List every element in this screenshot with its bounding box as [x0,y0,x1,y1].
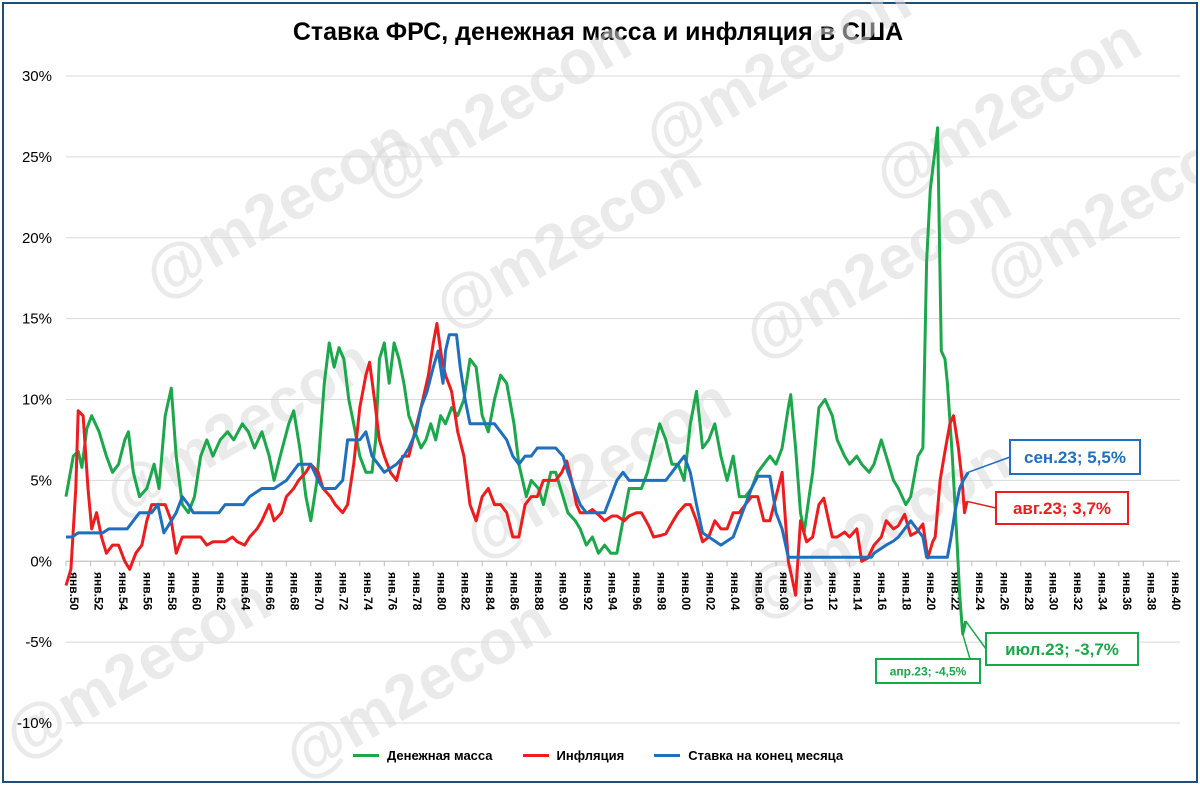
x-tick-label: янв.54 [116,572,130,611]
x-tick-label: янв.66 [263,572,277,611]
annotation-fed-rate-leader [967,456,1011,473]
legend-swatch-money-supply [352,754,379,757]
x-tick-label: янв.56 [140,572,154,611]
x-tick-label: янв.04 [728,572,742,611]
legend-swatch-inflation [522,754,549,757]
x-tick-label: янв.36 [1120,572,1134,611]
y-tick-label: 20% [22,230,52,247]
x-tick-label: янв.94 [606,572,620,611]
x-tick-label: янв.80 [434,572,448,611]
legend-item-fed-rate: Ставка на конец месяца [654,748,843,763]
watermark-text: @m2econ [93,325,383,532]
annotation-money-supply-apr-box [875,658,981,684]
x-tick-label: янв.40 [1169,572,1183,611]
x-tick-label: янв.18 [899,572,913,611]
y-axis: -10% -5% 0% 5% 10% 15% 20% 25% 30% [17,68,52,732]
inflation-line [64,322,969,597]
legend-item-money-supply: Денежная масса [352,748,493,763]
annotation-money-supply-jul-box [985,632,1139,666]
x-tick-label: янв.58 [165,572,179,611]
legend: Денежная масса Инфляция Ставка на конец … [0,748,1196,763]
x-tick-label: янв.96 [630,572,644,611]
x-axis: янв.50 янв.52 янв.54 янв.56 янв.58 янв.60 янв.… [65,561,1183,611]
x-tick-label: янв.02 [704,572,718,611]
annotation-money-supply-apr-leader [961,633,971,660]
x-tick-label: янв.00 [679,572,693,611]
x-tick-label: янв.62 [214,572,228,611]
x-tick-label: янв.30 [1046,572,1060,611]
x-tick-label: янв.28 [1022,572,1036,611]
x-tick-label: янв.70 [312,572,326,611]
x-tick-label: янв.68 [287,572,301,611]
y-tick-label: -10% [17,715,52,732]
y-tick-label: 30% [22,68,52,85]
x-tick-label: янв.64 [238,572,252,611]
x-tick-label: янв.82 [459,572,473,611]
x-tick-label: янв.98 [655,572,669,611]
y-tick-label: 10% [22,392,52,409]
x-tick-label: янв.16 [875,572,889,611]
y-tick-label: 0% [30,553,52,570]
x-tick-label: янв.10 [802,572,816,611]
x-tick-label: янв.20 [924,572,938,611]
x-tick-label: янв.90 [557,572,571,611]
x-tick-label: янв.08 [777,572,791,611]
fed-rate-line [66,333,970,559]
annotation-money-supply-jul-leader [965,620,987,650]
watermark-text: @m2econ [733,165,1023,372]
x-tick-label: янв.52 [91,572,105,611]
legend-item-inflation: Инфляция [522,748,625,763]
money-supply-line [64,126,968,636]
y-tick-label: -5% [25,634,52,651]
x-tick-label: янв.60 [189,572,203,611]
y-tick-label: 5% [30,472,52,489]
x-tick-label: янв.06 [753,572,767,611]
legend-swatch-fed-rate [654,754,681,757]
series-layer [64,126,970,636]
x-tick-label: янв.24 [973,572,987,611]
x-tick-label: янв.14 [850,572,864,611]
x-tick-label: янв.32 [1071,572,1085,611]
x-tick-label: янв.34 [1095,572,1109,611]
annotation-money-supply-jul: июл.23; -3,7% [1005,640,1119,659]
x-tick-label: янв.72 [336,572,350,611]
y-tick-label: 15% [22,311,52,328]
x-tick-label: янв.38 [1144,572,1158,611]
annotation-fed-rate-box [1009,439,1141,475]
x-tick-label: янв.74 [361,572,375,611]
legend-label-inflation: Инфляция [556,748,625,763]
annotation-money-supply-apr: апр.23; -4,5% [890,664,967,678]
annotation-inflation: авг.23; 3,7% [1013,499,1111,518]
annotation-inflation-box [995,491,1129,525]
x-tick-label: янв.50 [67,572,81,611]
legend-label-fed-rate: Ставка на конец месяца [688,748,844,763]
x-tick-label: янв.76 [385,572,399,611]
x-tick-label: янв.78 [410,572,424,611]
x-tick-label: янв.26 [997,572,1011,611]
annotation-fed-rate: сен.23; 5,5% [1024,448,1126,467]
annotation-inflation-leader [966,500,997,509]
x-tick-label: янв.88 [532,572,546,611]
y-tick-label: 25% [22,149,52,166]
chart-title: Ставка ФРС, денежная масса и инфляция в … [292,18,904,46]
annotation-layer: сен.23; 5,5% авг.23; 3,7% июл.23; -3,7% апр… [875,439,1141,684]
x-tick-label: янв.84 [483,572,497,611]
legend-label-money-supply: Денежная масса [386,748,493,763]
x-tick-label: янв.92 [581,572,595,611]
x-tick-label: янв.86 [508,572,522,611]
x-tick-label: янв.12 [826,572,840,611]
